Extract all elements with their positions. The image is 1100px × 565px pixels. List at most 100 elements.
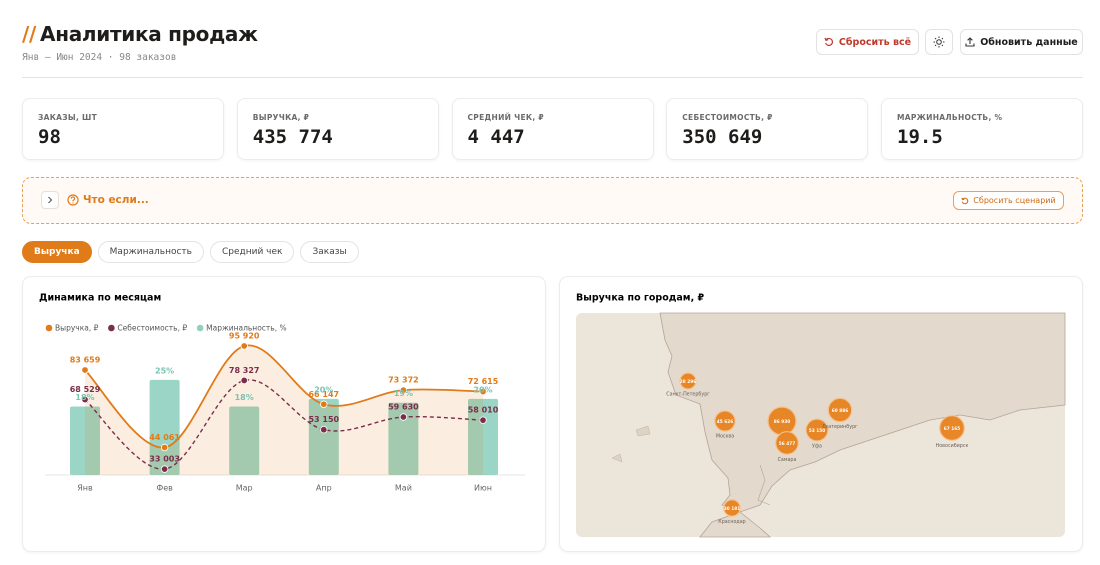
city-name: Новосибирск <box>936 443 969 449</box>
kpi-card: СРЕДНИЙ ЧЕК, ₽ 4 447 <box>451 98 654 160</box>
point <box>479 416 487 424</box>
kpi-label: СЕБЕСТОИМОСТЬ, ₽ <box>682 113 773 122</box>
refresh-label: Обновить данные <box>980 36 1078 48</box>
value-label: 83 659 <box>70 355 101 364</box>
title-prefix: // <box>22 22 37 46</box>
kpi-value: 98 <box>38 126 61 148</box>
sun-icon <box>933 36 945 48</box>
tab[interactable]: Маржинальность <box>97 241 204 263</box>
city-bubble <box>805 418 829 442</box>
water-shape <box>611 425 651 463</box>
bar <box>468 398 498 475</box>
tab[interactable]: Заказы <box>300 241 359 263</box>
bar <box>149 379 180 475</box>
chart-title: Динамика по месяцам <box>39 293 161 304</box>
city-bubble <box>939 415 965 441</box>
theme-button[interactable] <box>925 29 953 55</box>
chevron-icon <box>48 196 53 204</box>
city-value: 67 165 <box>944 426 960 432</box>
bar <box>308 398 339 475</box>
city-name: Самара <box>778 457 797 463</box>
chart-panel <box>22 276 546 552</box>
divider <box>22 77 1083 78</box>
map-title: Выручка по городам, ₽ <box>576 293 704 304</box>
scenario-title: Что если... <box>83 194 149 206</box>
value-label: 20% <box>473 385 492 394</box>
city-bubble <box>723 499 741 517</box>
legend-label: Маржинальность, % <box>206 324 286 333</box>
tab[interactable]: Средний чек <box>209 241 295 263</box>
value-label: 73 372 <box>388 376 419 385</box>
city-value: 28 296 <box>680 379 696 385</box>
point <box>81 366 89 374</box>
kpi-value: 350 649 <box>682 126 763 148</box>
value-label: 78 327 <box>229 366 260 375</box>
x-tick-label: Фев <box>156 484 173 493</box>
point <box>479 387 487 396</box>
point <box>160 443 169 452</box>
kpi-card: СЕБЕСТОИМОСТЬ, ₽ 350 649 <box>666 98 869 160</box>
scenario-panel: Что если... Сбросить сценарий <box>22 177 1083 224</box>
point <box>320 400 328 408</box>
value-label: 95 920 <box>229 331 260 340</box>
city-value: 86 930 <box>774 419 790 425</box>
city-name: Уфа <box>812 443 822 449</box>
point <box>240 376 248 385</box>
value-label: 18% <box>235 393 254 402</box>
refresh-button[interactable]: Обновить данные <box>960 29 1083 55</box>
x-tick-label: Июн <box>474 484 492 493</box>
value-label: 18% <box>75 393 94 402</box>
kpi-label: ВЫРУЧКА, ₽ <box>252 113 310 122</box>
legend-label: Выручка, ₽ <box>55 324 99 333</box>
city-value: 60 886 <box>832 408 848 414</box>
kpi-value: 19.5 <box>897 126 943 148</box>
city-name: Москва <box>716 434 734 440</box>
question-icon <box>67 194 79 206</box>
expand-button[interactable] <box>41 191 59 209</box>
bar <box>229 406 260 475</box>
legend-marker <box>108 324 115 332</box>
reset-all-button[interactable]: Сбросить всё <box>816 29 919 55</box>
point <box>81 395 89 404</box>
city-bubble <box>679 372 697 390</box>
value-label: 59 630 <box>388 403 419 412</box>
x-tick-label: Мар <box>236 484 253 493</box>
value-label: 72 615 <box>468 377 499 386</box>
value-label: 33 003 <box>149 455 180 464</box>
reset-icon <box>961 197 969 204</box>
reset-all-label: Сбросить всё <box>838 36 912 48</box>
scenario-reset-button[interactable]: Сбросить сценарий <box>953 191 1064 210</box>
kpi-card: ВЫРУЧКА, ₽ 435 774 <box>236 98 439 160</box>
scenario-reset-label: Сбросить сценарий <box>973 196 1056 205</box>
city-name: Екатеринбург <box>822 424 858 430</box>
city-name: Краснодар <box>718 519 745 525</box>
value-label: 25% <box>155 366 174 375</box>
city-bubble <box>714 410 736 432</box>
tab[interactable]: Выручка <box>22 241 92 263</box>
point <box>240 342 248 350</box>
x-tick-label: Янв <box>77 484 93 493</box>
value-label: 58 010 <box>468 406 499 415</box>
value-label: 19% <box>394 389 413 398</box>
city-value: 56 477 <box>779 441 795 447</box>
city-value: 53 150 <box>809 428 825 434</box>
kpi-value: 4 447 <box>467 126 525 148</box>
reset-icon <box>824 37 833 47</box>
point <box>399 386 408 394</box>
kpi-label: СРЕДНИЙ ЧЕК, ₽ <box>467 113 544 122</box>
point <box>320 425 328 434</box>
kpi-card: ЗАКАЗЫ, ШТ 98 <box>22 98 224 160</box>
kpi-card: МАРЖИНАЛЬНОСТЬ, % 19.5 <box>881 98 1083 160</box>
legend-label: Себестоимость, ₽ <box>117 324 187 333</box>
kpi-label: ЗАКАЗЫ, ШТ <box>38 113 98 122</box>
page-title: //Аналитика продаж <box>22 22 258 46</box>
land-shape <box>699 511 772 538</box>
kpi-label: МАРЖИНАЛЬНОСТЬ, % <box>897 113 1003 122</box>
legend-marker <box>45 324 53 332</box>
city-bubble <box>827 397 853 423</box>
legend-marker <box>196 324 204 332</box>
value-label: 68 529 <box>70 385 101 394</box>
subtitle: Янв — Июн 2024 · 98 заказов <box>22 52 177 63</box>
